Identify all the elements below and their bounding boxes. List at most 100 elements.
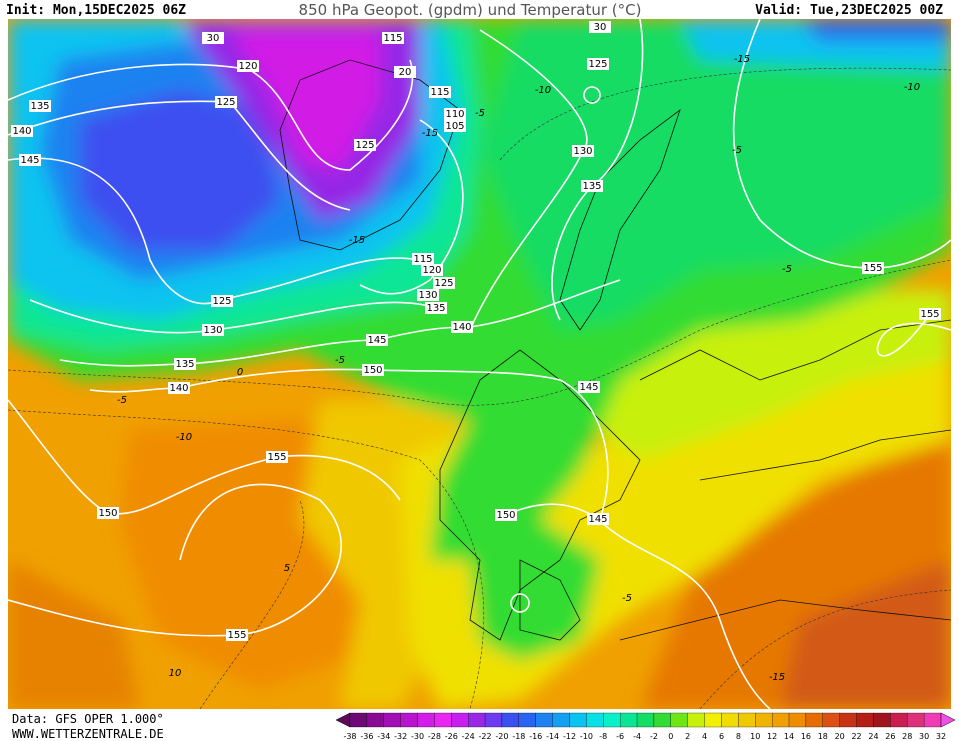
geopotential-label: 155 <box>267 452 286 463</box>
label-box <box>354 139 376 151</box>
coastlines <box>279 59 951 641</box>
label-box <box>266 451 288 463</box>
label-box <box>382 32 404 44</box>
geopotential-label: 115 <box>413 254 432 265</box>
label-box <box>29 100 51 112</box>
scale-box <box>771 712 790 728</box>
label-box <box>425 302 447 314</box>
scale-label: -26 <box>445 732 458 741</box>
scale-box <box>400 712 418 728</box>
scale-box <box>518 712 536 728</box>
geopotential-label: 140 <box>12 126 31 137</box>
label-box <box>97 507 119 519</box>
scale-label: 24 <box>868 732 878 741</box>
geopotential-label: 125 <box>212 296 231 307</box>
scale-label: -20 <box>495 732 508 741</box>
geopotential-label: 120 <box>238 61 257 72</box>
scale-label: -32 <box>394 732 407 741</box>
geopotential-label: 155 <box>920 309 939 320</box>
scale-box <box>636 712 655 728</box>
scale-box <box>687 712 705 728</box>
geopotential-label: 135 <box>30 101 49 112</box>
geopotential-label: 135 <box>582 181 601 192</box>
label-box <box>495 509 517 521</box>
label-box <box>587 58 609 70</box>
geopotential-label: 150 <box>363 365 382 376</box>
label-box <box>168 382 190 394</box>
scale-box <box>873 712 891 728</box>
label-box <box>578 381 600 393</box>
temperature-label: 5 <box>284 563 290 574</box>
scale-label: 10 <box>750 732 760 741</box>
label-box <box>202 324 224 336</box>
scale-label: -4 <box>633 732 641 741</box>
scale-label: 12 <box>767 732 777 741</box>
label-box <box>202 32 224 44</box>
label-box <box>215 96 237 108</box>
temperature-label: -15 <box>349 235 365 246</box>
scale-box <box>839 712 857 728</box>
scale-box <box>755 712 773 728</box>
scale-box <box>349 712 368 728</box>
site-url: WWW.WETTERZENTRALE.DE <box>12 727 164 741</box>
scale-label: -6 <box>616 732 624 741</box>
label-box <box>589 21 611 33</box>
scale-box <box>670 712 688 728</box>
init-time: Init: Mon,15DEC2025 06Z <box>6 3 186 18</box>
scale-label: 32 <box>936 732 946 741</box>
label-box <box>451 321 473 333</box>
geopotential-label: 105 <box>445 121 464 132</box>
scale-label: -36 <box>360 732 373 741</box>
scale-box <box>569 712 587 728</box>
temperature-label: -15 <box>734 54 750 65</box>
scale-box <box>603 712 621 728</box>
label-box <box>421 264 443 276</box>
geopotential-label: 125 <box>216 97 235 108</box>
scale-box <box>434 712 452 728</box>
geopotential-label: 140 <box>452 322 471 333</box>
geopotential-label: 125 <box>588 59 607 70</box>
scale-label: -34 <box>377 732 390 741</box>
geopotential-label: 130 <box>203 325 222 336</box>
scale-label: 30 <box>919 732 929 741</box>
label-box <box>444 108 466 120</box>
temperature-label: -10 <box>535 85 551 96</box>
temperature-label: -15 <box>769 672 785 683</box>
scale-label: 26 <box>885 732 895 741</box>
scale-box <box>788 712 807 728</box>
scale-label: -2 <box>650 732 658 741</box>
geopotential-label: 145 <box>579 382 598 393</box>
geopotential-label: 30 <box>594 22 607 33</box>
valid-time: Valid: Tue,23DEC2025 00Z <box>755 3 943 18</box>
scale-label: -12 <box>563 732 576 741</box>
scale-box <box>805 712 823 728</box>
scale-label: 20 <box>835 732 845 741</box>
scale-label: 28 <box>902 732 912 741</box>
geopotential-label: 130 <box>418 290 437 301</box>
label-box <box>226 629 248 641</box>
temperature-label: 10 <box>169 668 182 679</box>
scale-box <box>721 712 739 728</box>
temperature-label: -5 <box>335 355 345 366</box>
temperature-label: -10 <box>176 432 192 443</box>
scale-label: -8 <box>599 732 607 741</box>
label-box <box>572 145 594 157</box>
scale-box <box>653 712 671 728</box>
scale-label: 2 <box>685 732 690 741</box>
scale-box <box>620 712 638 728</box>
geopotential-label: 125 <box>434 278 453 289</box>
scale-label: -38 <box>343 732 356 741</box>
scale-box <box>417 712 435 728</box>
geopotential-label: 145 <box>20 155 39 166</box>
scale-box <box>856 712 874 728</box>
scale-label: -24 <box>462 732 475 741</box>
scale-box <box>468 712 486 728</box>
map-title: 850 hPa Geopot. (gpdm) und Temperatur (°… <box>299 1 642 19</box>
geopotential-label: 120 <box>422 265 441 276</box>
map-field: 1151201251351401451251301351251101051151… <box>8 19 951 709</box>
data-source: Data: GFS OPER 1.000° <box>12 712 164 726</box>
scale-label: -28 <box>428 732 441 741</box>
geopotential-label: 135 <box>426 303 445 314</box>
scale-label: -16 <box>529 732 542 741</box>
geopotential-label: 140 <box>169 383 188 394</box>
